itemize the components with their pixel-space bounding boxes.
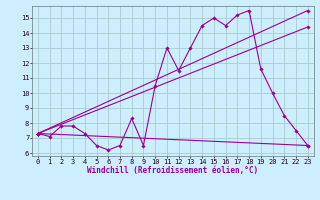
X-axis label: Windchill (Refroidissement éolien,°C): Windchill (Refroidissement éolien,°C) xyxy=(87,166,258,175)
